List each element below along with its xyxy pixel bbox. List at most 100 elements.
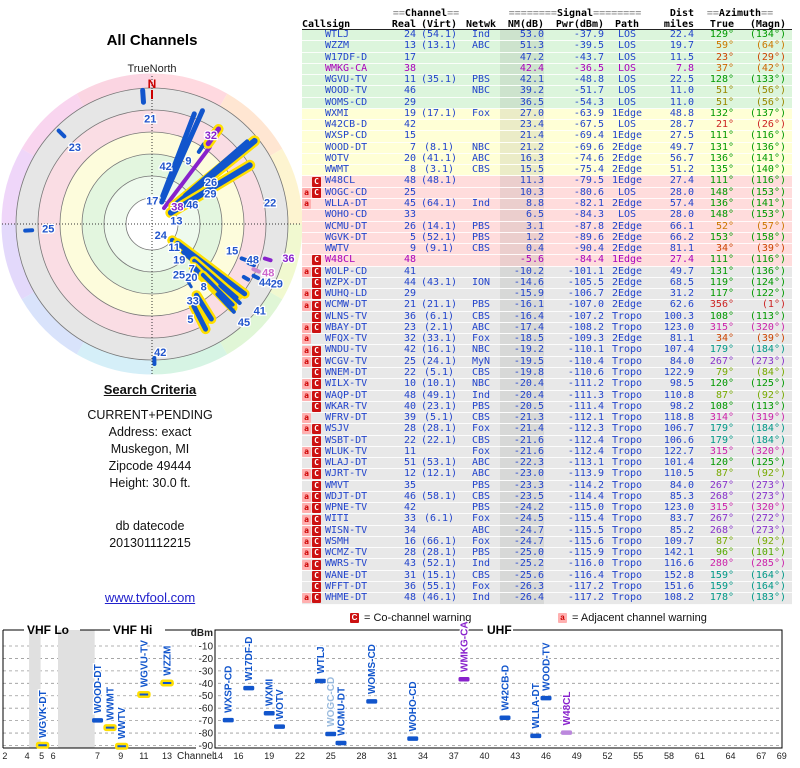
x-tick-label: 16	[233, 751, 243, 761]
db-datecode-label: db datecode	[115, 519, 185, 533]
real-channel-cell: 22	[403, 434, 416, 446]
callsign-cell: WOTV	[325, 152, 350, 164]
distance-cell: 85.3	[669, 490, 694, 502]
true-azimuth-cell: 179°	[709, 434, 734, 446]
callsign-cell: WLLA-DT	[325, 197, 368, 209]
virtual-channel-cell: (21.1)	[420, 299, 458, 311]
network-cell: PBS	[471, 299, 491, 311]
distance-cell: 28.7	[669, 119, 694, 131]
criteria-line: Muskegon, MI	[110, 442, 190, 456]
warning-markers: aC	[302, 570, 325, 581]
path-cell: Tropo	[611, 378, 643, 390]
path-cell: Tropo	[611, 581, 643, 593]
x-tick-label: 58	[664, 751, 674, 761]
magnetic-azimuth-cell: (140°)	[749, 164, 786, 176]
network-cell: CBS	[471, 434, 491, 446]
radar-channel-label: 25	[173, 270, 185, 282]
radar-title: All Channels	[107, 32, 198, 49]
radar-channel-label: 9	[185, 155, 191, 167]
distance-cell: 84.0	[669, 479, 694, 491]
true-azimuth-cell: 23°	[715, 51, 734, 63]
pwr-dbm-cell: -79.5	[573, 175, 604, 187]
real-channel-cell: 13	[403, 40, 416, 52]
path-cell: 2Edge	[611, 288, 643, 300]
distance-cell: 84.0	[669, 355, 694, 367]
warning-markers: aC	[302, 120, 325, 130]
adjacent-channel-warning-icon: a	[302, 514, 311, 525]
radar-channel-label: 41	[254, 305, 266, 317]
table-row: aCWGVK-DT 5 (52.1) PBS 1.2 -89.6 2Edge 66.2 153°…	[302, 232, 792, 245]
real-channel-cell: 21	[403, 299, 416, 311]
nm-db-cell: 51.3	[500, 40, 544, 52]
path-cell: Tropo	[611, 423, 643, 435]
warning-markers: aC	[302, 75, 325, 85]
virtual-channel-cell	[416, 447, 462, 457]
distance-cell: 62.6	[669, 299, 694, 311]
callsign-cell: WTLJ	[325, 29, 350, 40]
db-datecode-value: 201301112215	[109, 536, 191, 550]
pwr-dbm-cell: -75.4	[573, 164, 604, 176]
table-row: aCWLNS-TV 36 (6.1) CBS -16.4 -107.2 Tropo 100.3…	[302, 311, 792, 323]
co-channel-warning-icon: C	[312, 300, 321, 311]
magnetic-azimuth-cell: (113°)	[749, 400, 786, 412]
co-channel-warning-icon: C	[312, 582, 321, 593]
adjacent-channel-warning-icon: a	[302, 503, 311, 514]
true-azimuth-cell: 96°	[715, 547, 734, 559]
path-cell: Tropo	[611, 344, 643, 356]
callsign-cell: WSMH	[325, 535, 350, 547]
pwr-dbm-cell: -105.5	[567, 276, 604, 288]
signal-marker-WWMT	[103, 724, 117, 732]
signal-bar	[196, 142, 206, 154]
tvfool-link[interactable]: www.tvfool.com	[104, 590, 196, 605]
path-cell: Tropo	[611, 355, 643, 367]
co-channel-warning-icon: C	[312, 368, 321, 379]
distance-cell: 152.8	[663, 569, 694, 581]
real-channel-cell: 28	[403, 547, 416, 559]
virtual-channel-cell: (24.1)	[420, 355, 458, 367]
network-cell	[462, 131, 500, 141]
signal-bar	[205, 126, 222, 147]
network-cell: PBS	[471, 220, 491, 232]
true-azimuth-cell: 59°	[715, 40, 734, 52]
nm-db-cell: -18.5	[500, 333, 544, 345]
path-cell: 1Edge	[611, 107, 643, 119]
compass-sector	[1, 223, 35, 300]
table-row: a C WAQP-DT 48 (49.1) Ind -20.4 -111.3 Tropo 110.…	[302, 390, 792, 402]
co-channel-legend: C = Co-channel warning	[350, 612, 471, 624]
real-channel-cell: 43	[403, 558, 416, 570]
signal-marker-WOOD-DT	[92, 718, 104, 723]
nm-db-cell: 21.4	[500, 130, 544, 142]
pwr-dbm-cell: -114.2	[567, 479, 604, 491]
real-channel-cell: 22	[403, 366, 416, 378]
pwr-dbm-cell: -110.6	[567, 366, 604, 378]
callsign-cell: WFRV-DT	[325, 412, 368, 424]
network-cell: MyN	[471, 355, 491, 367]
callsign-cell: W42CB-D	[325, 119, 368, 131]
co-channel-warning-icon: C	[312, 514, 321, 525]
warning-markers: aC	[302, 98, 325, 108]
path-cell: Tropo	[611, 321, 643, 333]
path-cell: LOS	[617, 74, 637, 86]
magnetic-azimuth-cell: (141°)	[749, 152, 786, 164]
real-channel-cell: 15	[403, 130, 416, 142]
callsign-cell: WOOD-DT	[325, 141, 368, 153]
network-cell	[462, 98, 500, 108]
pwr-dbm-cell: -111.4	[567, 400, 604, 412]
distance-cell: 81.1	[669, 243, 694, 255]
callsign-cell: W48CL	[325, 254, 356, 266]
magnetic-azimuth-cell: (320°)	[749, 321, 786, 333]
path-cell: Tropo	[611, 490, 643, 502]
path-cell: Tropo	[611, 569, 643, 581]
magnetic-azimuth-cell: (29°)	[755, 51, 786, 63]
distance-cell: 123.0	[663, 502, 694, 514]
path-cell: LOS	[617, 96, 637, 108]
compass-sector	[219, 93, 283, 157]
virtual-channel-cell	[416, 131, 462, 141]
virtual-channel-cell: (2.1)	[423, 321, 455, 333]
adjacent-channel-legend: a = Adjacent channel warning	[558, 612, 707, 624]
callsign-cell: WXMI	[325, 107, 350, 119]
table-row: aCWSBT-DT 22 (22.1) CBS -21.6 -112.4 Tropo 106.…	[302, 434, 792, 447]
